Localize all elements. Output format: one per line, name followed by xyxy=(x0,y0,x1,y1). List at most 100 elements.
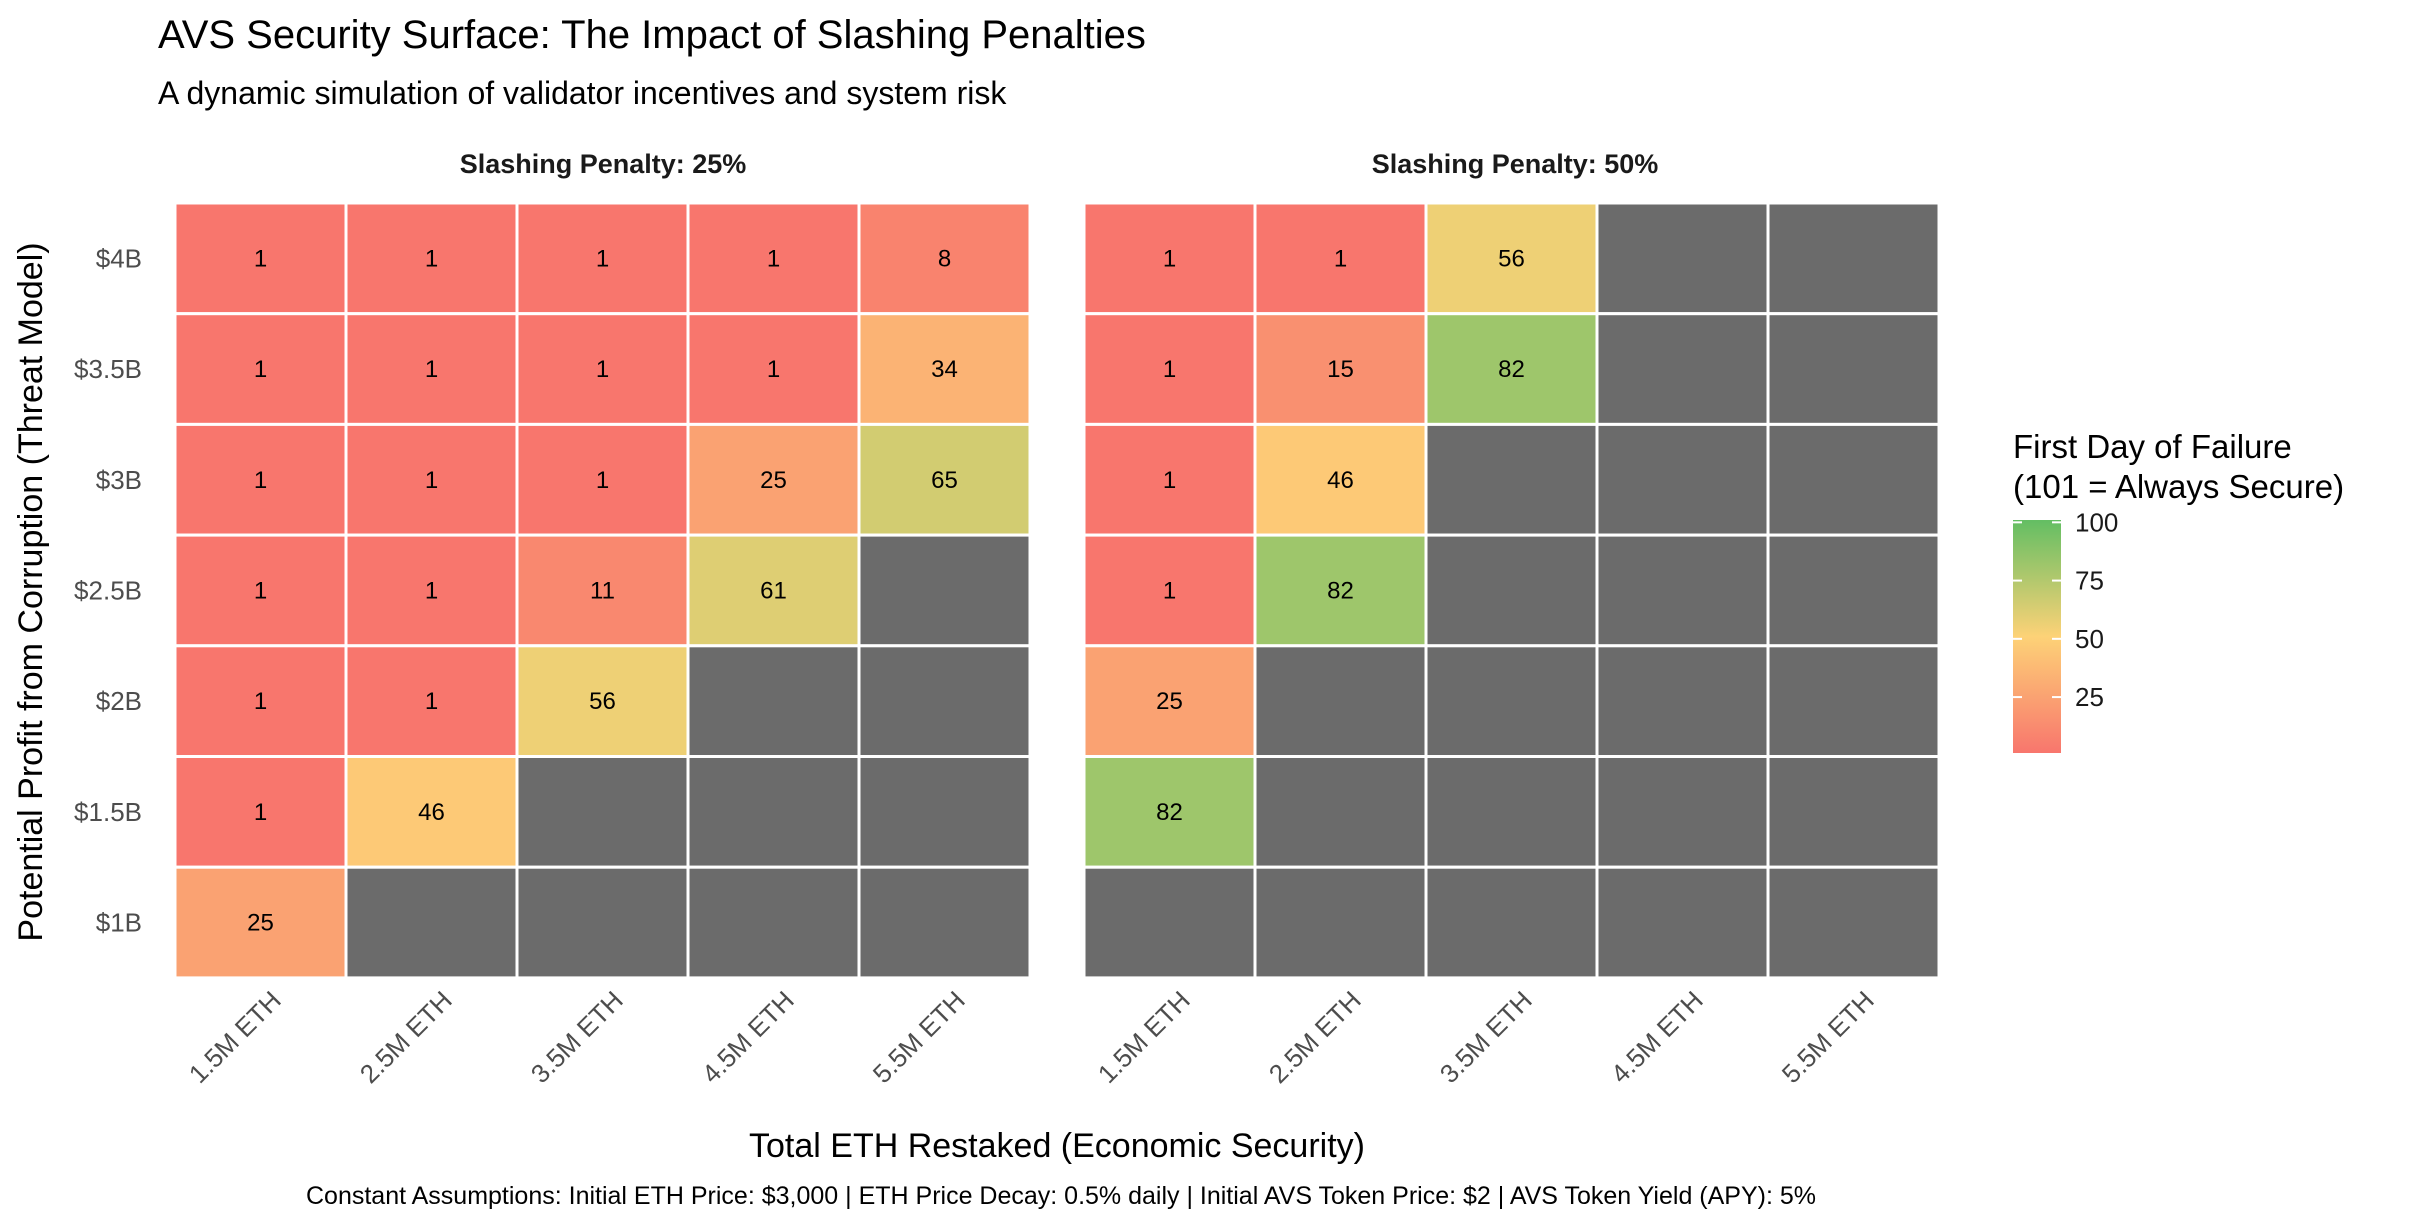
heatmap-cell xyxy=(515,312,690,426)
heatmap-cell xyxy=(1424,865,1599,980)
heatmap-cell xyxy=(344,533,519,648)
heatmap-cell xyxy=(344,201,519,316)
heatmap-cell xyxy=(1595,644,1770,758)
heatmap-cell xyxy=(1253,755,1428,869)
heatmap-cell xyxy=(1424,201,1599,316)
heatmap-cell xyxy=(1595,755,1770,869)
cell-value-label: 1 xyxy=(254,467,267,494)
heatmap-cell xyxy=(1253,865,1428,980)
cell-value-label: 1 xyxy=(425,577,438,604)
cell-value-label: 82 xyxy=(1156,799,1183,826)
heatmap-cell xyxy=(1595,312,1770,426)
x-tick-label: 5.5M ETH xyxy=(867,985,971,1089)
cell-value-label: 1 xyxy=(1163,356,1176,383)
heatmap-cell xyxy=(344,644,519,758)
cell-value-label: 1 xyxy=(596,245,609,272)
legend-tick-label: 25 xyxy=(2075,682,2104,712)
cell-value-label: 11 xyxy=(590,577,615,604)
heatmap-panel-right: 1 1 56 1 15 82 1 46 1 82 25 82 xyxy=(1082,201,1941,980)
heatmap-cell xyxy=(173,644,348,758)
heatmap-cell xyxy=(1082,755,1257,869)
cell-value-label: 1 xyxy=(1163,577,1176,604)
y-tick-label: $4B xyxy=(96,243,142,273)
cell-value-label: 82 xyxy=(1327,577,1354,604)
y-axis-ticks: $4B $3.5B $3B $2.5B $2B $1.5B $1B xyxy=(74,243,142,937)
x-tick-label: 1.5M ETH xyxy=(183,985,287,1089)
cell-value-label: 1 xyxy=(254,688,267,715)
heatmap-cell xyxy=(1595,422,1770,537)
x-axis-ticks: 1.5M ETH 2.5M ETH 3.5M ETH 4.5M ETH 5.5M ETH… xyxy=(183,985,1880,1089)
heatmap-cell xyxy=(1082,312,1257,426)
heatmap-cell xyxy=(686,422,861,537)
heatmap-cell xyxy=(1595,201,1770,316)
heatmap-cell xyxy=(1766,201,1941,316)
heatmap-cell xyxy=(1766,644,1941,758)
cell-value-label: 1 xyxy=(425,356,438,383)
heatmap-cell xyxy=(857,644,1032,758)
heatmap-cell xyxy=(515,644,690,758)
legend-title-line2: (101 = Always Secure) xyxy=(2013,468,2344,505)
cell-value-label: 15 xyxy=(1327,356,1354,383)
heatmap-cell xyxy=(1424,533,1599,648)
heatmap-cell xyxy=(1424,644,1599,758)
y-tick-label: $3B xyxy=(96,465,142,495)
heatmap-cell xyxy=(857,865,1032,980)
cell-value-label: 46 xyxy=(418,799,445,826)
y-tick-label: $1.5B xyxy=(74,797,142,827)
heatmap-cell xyxy=(173,201,348,316)
x-tick-label: 1.5M ETH xyxy=(1092,985,1196,1089)
y-tick-label: $2B xyxy=(96,686,142,716)
x-tick-label: 3.5M ETH xyxy=(1434,985,1538,1089)
panel-strip-label-right: Slashing Penalty: 50% xyxy=(1372,149,1659,179)
cell-value-label: 1 xyxy=(1334,245,1347,272)
heatmap-cell xyxy=(1253,644,1428,758)
heatmap-cell xyxy=(1766,312,1941,426)
y-tick-label: $3.5B xyxy=(74,354,142,384)
cell-value-label: 8 xyxy=(938,245,951,272)
chart-title: AVS Security Surface: The Impact of Slas… xyxy=(158,13,1146,57)
legend-tick-label: 75 xyxy=(2075,566,2104,596)
heatmap-cell xyxy=(1082,865,1257,980)
panel-strip-label-left: Slashing Penalty: 25% xyxy=(460,149,747,179)
cell-value-label: 1 xyxy=(767,356,780,383)
heatmap-cell xyxy=(686,644,861,758)
legend-tick-label: 50 xyxy=(2075,624,2104,654)
legend-colorbar xyxy=(2013,520,2061,753)
heatmap-cell xyxy=(1253,201,1428,316)
cell-value-label: 1 xyxy=(1163,245,1176,272)
caption: Constant Assumptions: Initial ETH Price:… xyxy=(306,1182,1816,1210)
x-tick-label: 4.5M ETH xyxy=(1605,985,1709,1089)
heatmap-cell xyxy=(1766,865,1941,980)
legend-tick-label: 100 xyxy=(2075,507,2118,537)
heatmap-cell xyxy=(1595,865,1770,980)
heatmap-cell xyxy=(857,312,1032,426)
cell-value-label: 65 xyxy=(931,467,958,494)
cell-value-label: 1 xyxy=(254,577,267,604)
heatmap-cell xyxy=(1082,644,1257,758)
heatmap-cell xyxy=(857,533,1032,648)
heatmap-cell xyxy=(515,533,690,648)
cell-value-label: 56 xyxy=(1498,245,1525,272)
x-axis-title: Total ETH Restaked (Economic Security) xyxy=(749,1127,1365,1165)
heatmap-cell xyxy=(515,755,690,869)
cell-value-label: 1 xyxy=(596,467,609,494)
cell-value-label: 1 xyxy=(425,467,438,494)
cell-value-label: 1 xyxy=(254,356,267,383)
heatmap-cell xyxy=(173,755,348,869)
heatmap-cell xyxy=(1766,422,1941,537)
cell-value-label: 1 xyxy=(1163,467,1176,494)
heatmap-cell xyxy=(1766,533,1941,648)
cell-value-label: 34 xyxy=(931,356,958,383)
heatmap-cell xyxy=(515,865,690,980)
cell-value-label: 46 xyxy=(1327,467,1354,494)
x-tick-label: 2.5M ETH xyxy=(1263,985,1367,1089)
legend-ticks: 100 75 50 25 xyxy=(2013,507,2118,712)
color-legend: First Day of Failure (101 = Always Secur… xyxy=(2013,428,2344,753)
cell-value-label: 1 xyxy=(254,799,267,826)
cell-value-label: 1 xyxy=(425,688,438,715)
heatmap-cell xyxy=(344,865,519,980)
heatmap-cell xyxy=(1424,422,1599,537)
heatmap-cell xyxy=(344,422,519,537)
